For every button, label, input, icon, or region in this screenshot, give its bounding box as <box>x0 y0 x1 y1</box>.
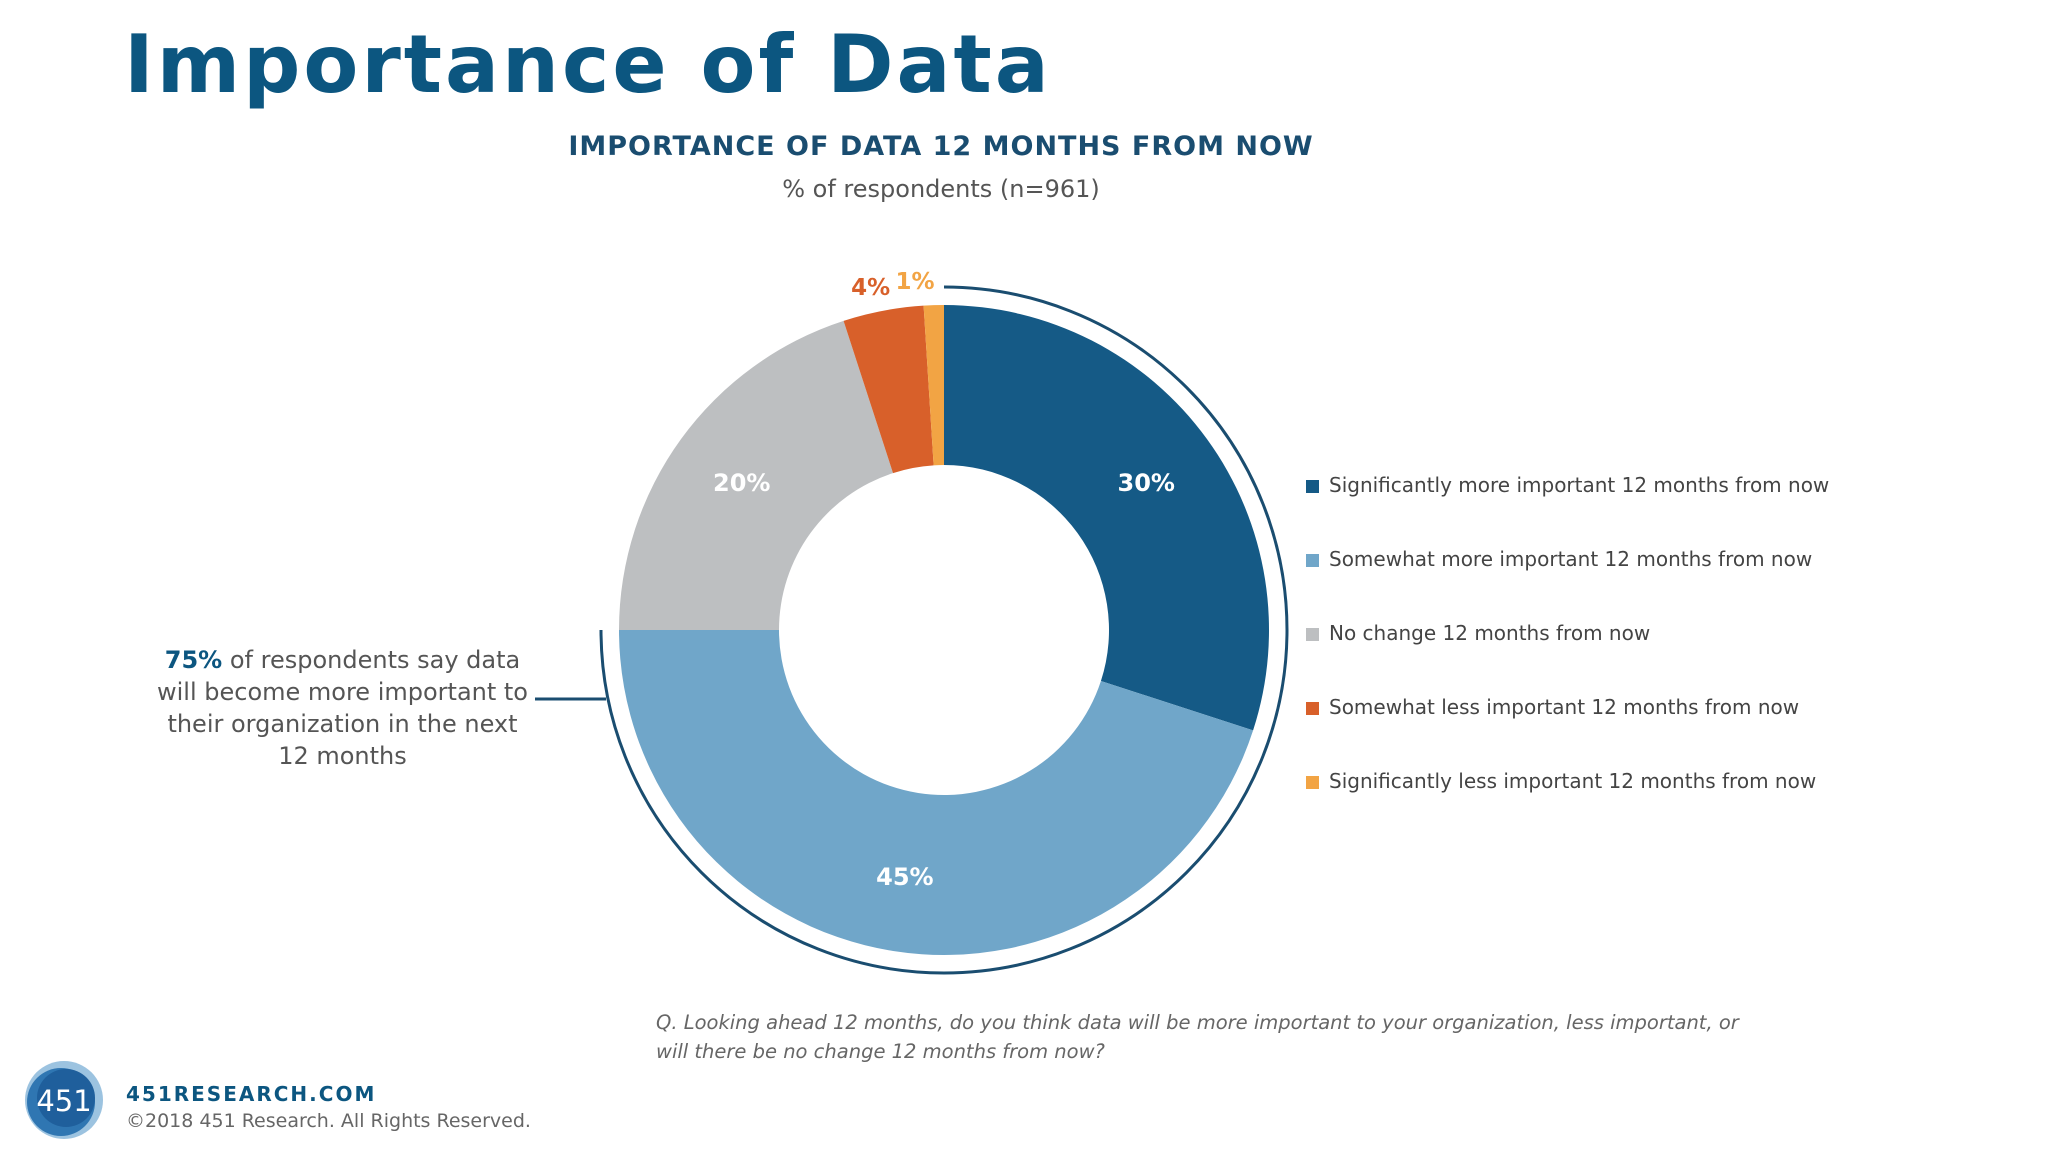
chart-title: IMPORTANCE OF DATA 12 MONTHS FROM NOW <box>568 131 1314 162</box>
donut-slice-significantly-more-important-12-months-from-now <box>944 305 1269 731</box>
donut-slice-somewhat-less-important-12-months-from-now <box>843 305 934 474</box>
donut-slice-somewhat-more-important-12-months-from-now <box>619 630 1254 955</box>
legend: Significantly more important 12 months f… <box>1306 470 1986 840</box>
legend-label: Significantly less important 12 months f… <box>1329 769 1817 793</box>
legend-swatch <box>1306 628 1319 641</box>
callout-body: of respondents say data will become more… <box>156 646 528 770</box>
highlight-arc-group <box>535 285 1289 975</box>
slices-group <box>619 305 1269 955</box>
legend-label: Somewhat less important 12 months from n… <box>1329 695 1800 719</box>
brand-logo: 451 <box>25 1061 103 1139</box>
legend-swatch <box>1306 480 1319 493</box>
data-label-significantly-less-important-12-months-from-now: 1% <box>896 269 935 295</box>
legend-item-significantly-less-important-12-months-from-now: Significantly less important 12 months f… <box>1306 766 1986 840</box>
data-label-somewhat-more-important-12-months-from-now: 45% <box>876 863 933 891</box>
footer-copyright: ©2018 451 Research. All Rights Reserved. <box>126 1110 531 1132</box>
legend-item-somewhat-more-important-12-months-from-now: Somewhat more important 12 months from n… <box>1306 544 1986 618</box>
highlight-arc <box>599 285 1289 975</box>
logo-text: 451 <box>36 1084 91 1118</box>
data-label-somewhat-less-important-12-months-from-now: 4% <box>851 275 890 301</box>
data-label-no-change-12-months-from-now: 20% <box>713 469 770 497</box>
legend-swatch <box>1306 554 1319 567</box>
donut-slice-no-change-12-months-from-now <box>619 320 894 630</box>
footer-site: 451RESEARCH.COM <box>126 1082 377 1106</box>
legend-label: No change 12 months from now <box>1329 621 1651 645</box>
legend-label: Somewhat more important 12 months from n… <box>1329 547 1813 571</box>
logo-inner-circle <box>37 1069 95 1127</box>
chart-subtitle: % of respondents (n=961) <box>782 175 1100 203</box>
page-title: Importance of Data <box>124 18 1052 111</box>
legend-item-somewhat-less-important-12-months-from-now: Somewhat less important 12 months from n… <box>1306 692 1986 766</box>
legend-item-no-change-12-months-from-now: No change 12 months from now <box>1306 618 1986 692</box>
legend-item-significantly-more-important-12-months-from-now: Significantly more important 12 months f… <box>1306 470 1986 544</box>
legend-swatch <box>1306 702 1319 715</box>
callout-text: 75% of respondents say data will become … <box>150 644 535 772</box>
callout-highlight: 75% <box>164 646 223 674</box>
legend-swatch <box>1306 776 1319 789</box>
donut-slice-significantly-less-important-12-months-from-now <box>923 305 944 466</box>
survey-question: Q. Looking ahead 12 months, do you think… <box>656 1011 1739 1063</box>
data-label-significantly-more-important-12-months-from-now: 30% <box>1118 469 1175 497</box>
labels-group: 30% 45% 20% 4% 1% <box>713 269 1175 891</box>
legend-label: Significantly more important 12 months f… <box>1329 473 1830 497</box>
